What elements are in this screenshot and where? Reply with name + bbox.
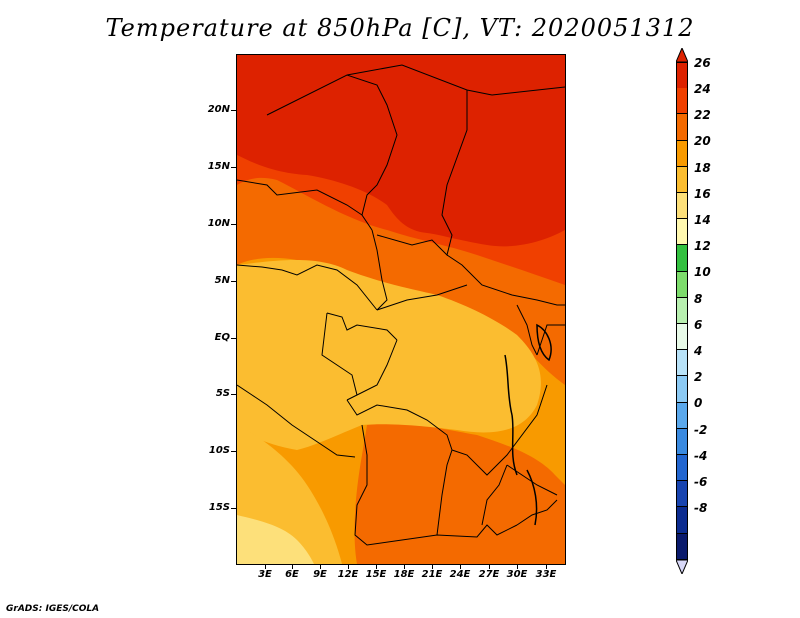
colorbar-top-arrow bbox=[676, 48, 688, 62]
longitude-label: 21E bbox=[421, 569, 443, 580]
colorbar-segment bbox=[676, 114, 688, 141]
longitude-tick bbox=[432, 564, 433, 569]
colorbar-segment bbox=[676, 324, 688, 351]
temperature-map[interactable] bbox=[236, 54, 566, 565]
longitude-label: 30E bbox=[506, 569, 528, 580]
latitude-tick bbox=[231, 451, 236, 452]
colorbar-label: 8 bbox=[694, 291, 703, 306]
latitude-label: 20N bbox=[207, 104, 230, 115]
colorbar-segment bbox=[676, 455, 688, 482]
colorbar-label: 20 bbox=[694, 134, 711, 149]
field-band-26-plus bbox=[237, 55, 565, 247]
colorbar-bottom-arrow bbox=[676, 559, 688, 574]
colorbar-segment bbox=[676, 481, 688, 508]
colorbar-label: 22 bbox=[694, 108, 711, 123]
longitude-label: 9E bbox=[313, 569, 327, 580]
colorbar-segment bbox=[676, 245, 688, 272]
colorbar-label: -6 bbox=[694, 475, 708, 490]
latitude-tick bbox=[231, 224, 236, 225]
latitude-label: 10S bbox=[208, 445, 230, 456]
longitude-label: 6E bbox=[285, 569, 299, 580]
longitude-tick bbox=[376, 564, 377, 569]
colorbar-segment bbox=[676, 507, 688, 534]
colorbar-label: 0 bbox=[694, 396, 703, 411]
temperature-field bbox=[237, 55, 565, 564]
longitude-tick bbox=[404, 564, 405, 569]
colorbar-label: 24 bbox=[694, 82, 711, 97]
longitude-tick bbox=[489, 564, 490, 569]
latitude-tick bbox=[231, 110, 236, 111]
longitude-label: 33E bbox=[535, 569, 557, 580]
colorbar-segment bbox=[676, 271, 688, 298]
colorbar-label: 14 bbox=[694, 213, 711, 228]
colorbar-label: -4 bbox=[694, 448, 708, 463]
longitude-label: 24E bbox=[449, 569, 471, 580]
longitude-label: 15E bbox=[365, 569, 387, 580]
latitude-label: 15S bbox=[208, 502, 230, 513]
colorbar-label: 10 bbox=[694, 265, 711, 280]
latitude-tick bbox=[231, 508, 236, 509]
lakes bbox=[504, 323, 552, 526]
colorbar-label: -8 bbox=[694, 501, 708, 516]
field-band-16-18-southwest bbox=[237, 515, 314, 564]
field-band-18-20-central bbox=[237, 260, 541, 450]
longitude-tick bbox=[460, 564, 461, 569]
longitude-tick bbox=[320, 564, 321, 569]
colorbar-segment bbox=[676, 350, 688, 377]
colorbar-segment bbox=[676, 402, 688, 429]
country-borders bbox=[237, 64, 565, 546]
latitude-label: 10N bbox=[207, 218, 230, 229]
longitude-tick bbox=[348, 564, 349, 569]
latitude-label: 5S bbox=[215, 388, 230, 399]
longitude-label: 3E bbox=[258, 569, 272, 580]
latitude-label: 15N bbox=[207, 161, 230, 172]
longitude-tick bbox=[546, 564, 547, 569]
colorbar-segment bbox=[676, 297, 688, 324]
colorbar-segment bbox=[676, 428, 688, 455]
colorbar-label: 26 bbox=[694, 55, 711, 70]
colorbar-label: 2 bbox=[694, 370, 703, 385]
credit-text: GrADS: IGES/COLA bbox=[6, 604, 100, 614]
colorbar-label: 18 bbox=[694, 160, 711, 175]
latitude-tick bbox=[231, 167, 236, 168]
latitude-tick bbox=[231, 281, 236, 282]
colorbar-segment bbox=[676, 62, 688, 90]
colorbar-segment bbox=[676, 140, 688, 167]
latitude-tick bbox=[231, 338, 236, 339]
colorbar-label: -2 bbox=[694, 422, 708, 437]
colorbar-label: 12 bbox=[694, 239, 711, 254]
latitude-label: EQ bbox=[214, 332, 230, 343]
colorbar-segment bbox=[676, 166, 688, 193]
colorbar-label: 16 bbox=[694, 186, 711, 201]
colorbar-label: 6 bbox=[694, 317, 703, 332]
map-title: Temperature at 850hPa [C], VT: 202005131… bbox=[105, 14, 695, 42]
longitude-tick bbox=[265, 564, 266, 569]
longitude-label: 27E bbox=[478, 569, 500, 580]
latitude-tick bbox=[231, 394, 236, 395]
colorbar-segment bbox=[676, 193, 688, 220]
longitude-label: 12E bbox=[337, 569, 359, 580]
longitude-tick bbox=[292, 564, 293, 569]
colorbar-label: 4 bbox=[694, 344, 703, 359]
colorbar-segment bbox=[676, 219, 688, 246]
colorbar-segment bbox=[676, 376, 688, 403]
latitude-label: 5N bbox=[214, 275, 230, 286]
longitude-tick bbox=[517, 564, 518, 569]
colorbar-segment bbox=[676, 88, 688, 115]
longitude-label: 18E bbox=[393, 569, 415, 580]
colorbar-segment bbox=[676, 533, 688, 560]
